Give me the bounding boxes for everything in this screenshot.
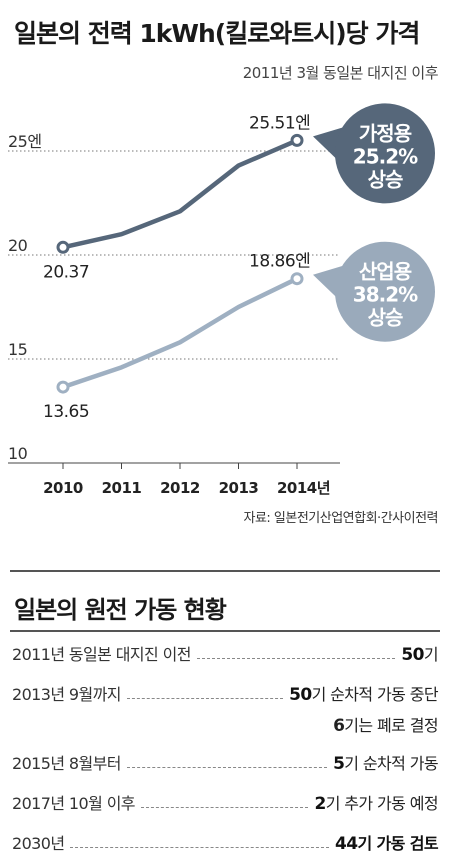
status-row-label: 2013년 9월까지 <box>12 685 121 704</box>
source-note: 자료: 일본전기산업연합회·간사이전력 <box>243 511 438 526</box>
chart-title: 일본의 전력 1kWh(킬로와트시)당 가격 <box>14 19 420 48</box>
status-row-from-2015: 2015년 8월부터 5기 순차적 가동 <box>12 748 439 774</box>
status-row-text: 기 가동 검토 <box>357 834 438 853</box>
dotted-leader <box>126 698 284 699</box>
status-row-label: 2030년 <box>12 834 65 853</box>
data-label-end: 18.86엔 <box>249 252 310 272</box>
status-row-value: 50기 순차적 가동 중단 <box>289 681 438 705</box>
badge-percent: 25.2% <box>353 144 418 168</box>
status-row-number: 50 <box>401 645 424 665</box>
badge-percent: 38.2% <box>353 283 418 307</box>
x-tick-label: 2011 <box>102 479 142 497</box>
badge-text: 상승 <box>368 306 403 330</box>
section-divider-bottom <box>10 630 440 632</box>
series-line-industrial <box>60 276 300 390</box>
status-row-text: 기 추가 가동 예정 <box>325 794 439 813</box>
status-row-number: 5 <box>333 754 345 774</box>
status-row-value: 50기 <box>401 641 438 665</box>
status-row-label: 2015년 8월부터 <box>12 754 121 773</box>
badge-label: 산업용 <box>359 260 412 284</box>
status-row-2030: 2030년 44기 가동 검토 <box>12 828 439 854</box>
status-row-label: 2017년 10월 이후 <box>12 794 136 813</box>
y-tick-label: 20 <box>8 236 28 255</box>
status-row-number: 6 <box>333 716 345 736</box>
y-tick-label: 25엔 <box>8 132 42 151</box>
badge-circle <box>335 103 435 204</box>
chart-subtitle: 2011년 3월 동일본 대지진 이후 <box>242 64 439 82</box>
data-point <box>290 272 304 286</box>
status-row-number: 50 <box>289 685 312 705</box>
badge-text: 상승 <box>368 167 403 191</box>
dotted-leader <box>126 767 328 768</box>
data-label-start: 20.37 <box>43 262 89 282</box>
status-row-text: 기 순차적 가동 중단 <box>311 685 439 704</box>
data-label-start: 13.65 <box>43 402 89 422</box>
status-row-text: 기 <box>423 645 439 664</box>
status-row-value: 2기 추가 가동 예정 <box>314 790 438 814</box>
x-tick-label: 2013 <box>219 479 259 497</box>
badge-circle <box>335 241 435 342</box>
status-row-closure-note: 6기는 폐로 결정 <box>333 712 439 736</box>
status-row-text: 기 순차적 가동 <box>344 754 438 773</box>
data-point <box>290 133 304 147</box>
nuclear-section-title: 일본의 원전 가동 현황 <box>14 596 227 624</box>
data-point <box>56 380 70 394</box>
status-row-number: 44 <box>334 834 358 854</box>
x-tick-label: 2010 <box>43 479 83 497</box>
data-label-end: 25.51엔 <box>249 113 310 133</box>
badge-label: 가정용 <box>359 121 412 145</box>
status-row-text: 기는 폐로 결정 <box>344 716 438 735</box>
y-tick-label: 15 <box>8 340 27 359</box>
dotted-leader <box>70 847 329 848</box>
status-row-value: 5기 순차적 가동 <box>333 750 439 774</box>
price-line-chart: 10 15 20 25엔 2010 2011 2012 2013 2014년 20.37 25.51… <box>8 103 435 497</box>
x-tick-label: 2012 <box>160 479 200 497</box>
section-divider-top <box>10 570 440 572</box>
x-tick-label: 2014년 <box>277 479 330 497</box>
status-row-value: 44기 가동 검토 <box>334 830 439 854</box>
data-point <box>56 240 70 254</box>
status-row-number: 2 <box>314 794 326 814</box>
status-row-before-quake: 2011년 동일본 대지진 이전 50기 <box>12 639 439 665</box>
series-line-household <box>60 138 300 250</box>
status-row-label: 2011년 동일본 대지진 이전 <box>12 645 191 664</box>
status-row-after-2017: 2017년 10월 이후 2기 추가 가동 예정 <box>12 788 439 814</box>
dotted-leader <box>196 658 396 659</box>
y-tick-label: 10 <box>8 444 28 463</box>
dotted-leader <box>140 807 309 808</box>
status-row-until-2013: 2013년 9월까지 50기 순차적 가동 중단 <box>12 679 439 705</box>
